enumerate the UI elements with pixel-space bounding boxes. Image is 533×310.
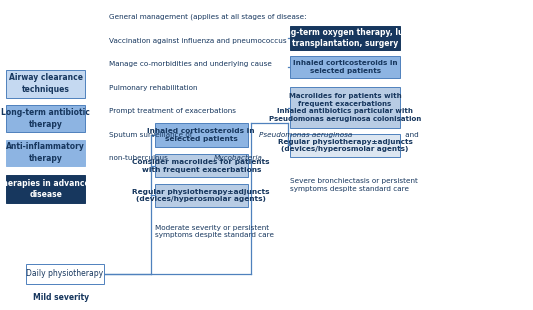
Text: Long-term oxygen therapy, lung
transplantation, surgery: Long-term oxygen therapy, lung transplan…: [276, 28, 415, 48]
FancyBboxPatch shape: [6, 140, 85, 166]
Text: Airway clearance
techniques: Airway clearance techniques: [9, 73, 83, 94]
FancyBboxPatch shape: [155, 184, 248, 207]
Text: Long-term antibiotic
therapy: Long-term antibiotic therapy: [2, 108, 90, 129]
FancyBboxPatch shape: [155, 154, 248, 177]
Text: Vaccination against influenza and pneumococcus: Vaccination against influenza and pneumo…: [109, 38, 287, 43]
FancyBboxPatch shape: [290, 26, 400, 50]
Text: Prompt treatment of exacerbations: Prompt treatment of exacerbations: [109, 108, 236, 114]
Text: Inhaled corticosteroids in
selected patients: Inhaled corticosteroids in selected pati…: [293, 60, 398, 74]
Text: Mycobacteria: Mycobacteria: [214, 155, 263, 162]
FancyBboxPatch shape: [155, 123, 248, 147]
Text: Daily physiotherapy: Daily physiotherapy: [27, 269, 103, 278]
Text: non-tuberculous: non-tuberculous: [109, 155, 171, 161]
Text: Anti-inflammatory
therapy: Anti-inflammatory therapy: [6, 143, 85, 163]
Text: Inhaled corticosteroids in
selected patients: Inhaled corticosteroids in selected pati…: [148, 128, 255, 142]
FancyBboxPatch shape: [26, 264, 104, 284]
Text: Regular physiotherapy±adjuncts
(devices/hyperosmolar agents): Regular physiotherapy±adjuncts (devices/…: [133, 188, 270, 202]
Text: Pseudomonas aeruginosa: Pseudomonas aeruginosa: [260, 132, 353, 138]
Text: Severe bronchiectasis or persistent
symptoms despite standard care: Severe bronchiectasis or persistent symp…: [290, 178, 418, 192]
Text: General management (applies at all stages of disease:: General management (applies at all stage…: [109, 14, 307, 20]
Text: Moderate severity or persistent
symptoms despite standard care: Moderate severity or persistent symptoms…: [155, 225, 273, 238]
FancyBboxPatch shape: [6, 70, 85, 98]
Text: Mild severity: Mild severity: [33, 293, 89, 302]
Text: Sputum surveillance of: Sputum surveillance of: [109, 132, 195, 138]
Text: Macrolides for patients with
frequent exacerbations
Inhaled antibiotics particul: Macrolides for patients with frequent ex…: [269, 93, 421, 122]
FancyBboxPatch shape: [290, 134, 400, 157]
Text: Consider macrolides for patients
with frequent exacerbations: Consider macrolides for patients with fr…: [133, 159, 270, 173]
Text: Regular physiotherapy±adjuncts
(devices/hyperosmolar agents): Regular physiotherapy±adjuncts (devices/…: [278, 139, 413, 152]
FancyBboxPatch shape: [290, 56, 400, 78]
FancyBboxPatch shape: [290, 87, 400, 128]
FancyBboxPatch shape: [6, 105, 85, 132]
Text: Manage co-morbidities and underlying cause: Manage co-morbidities and underlying cau…: [109, 61, 272, 67]
FancyBboxPatch shape: [6, 175, 85, 203]
Text: Therapies in advanced
disease: Therapies in advanced disease: [0, 179, 95, 199]
Text: Pulmonary rehabilitation: Pulmonary rehabilitation: [109, 85, 198, 91]
Text: and: and: [403, 132, 419, 138]
